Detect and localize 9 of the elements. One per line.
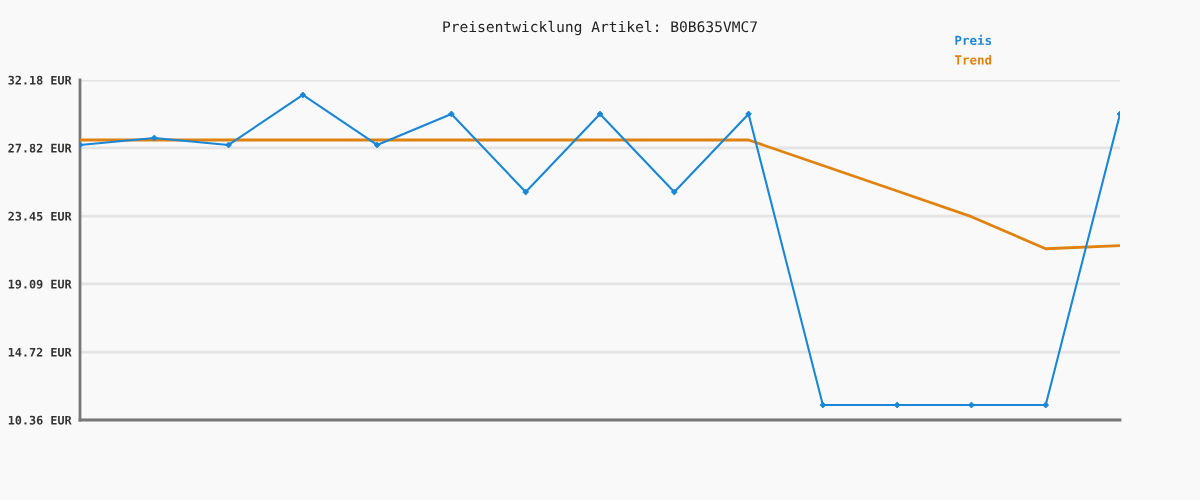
y-tick-label: 19.09 EUR [8,279,72,289]
chart-title: Preisentwicklung Artikel: B0B635VMC7 [443,20,757,36]
text: Preis [955,34,992,46]
y-tick-label: 23.45 EUR [8,211,72,221]
y-tick-label: 27.82 EUR [8,143,72,153]
y-tick-label: 10.36 EUR [8,415,72,425]
y-tick-label: 14.72 EUR [8,347,72,357]
text: Trend [955,54,992,65]
y-tick-label: 32.18 EUR [8,75,72,85]
